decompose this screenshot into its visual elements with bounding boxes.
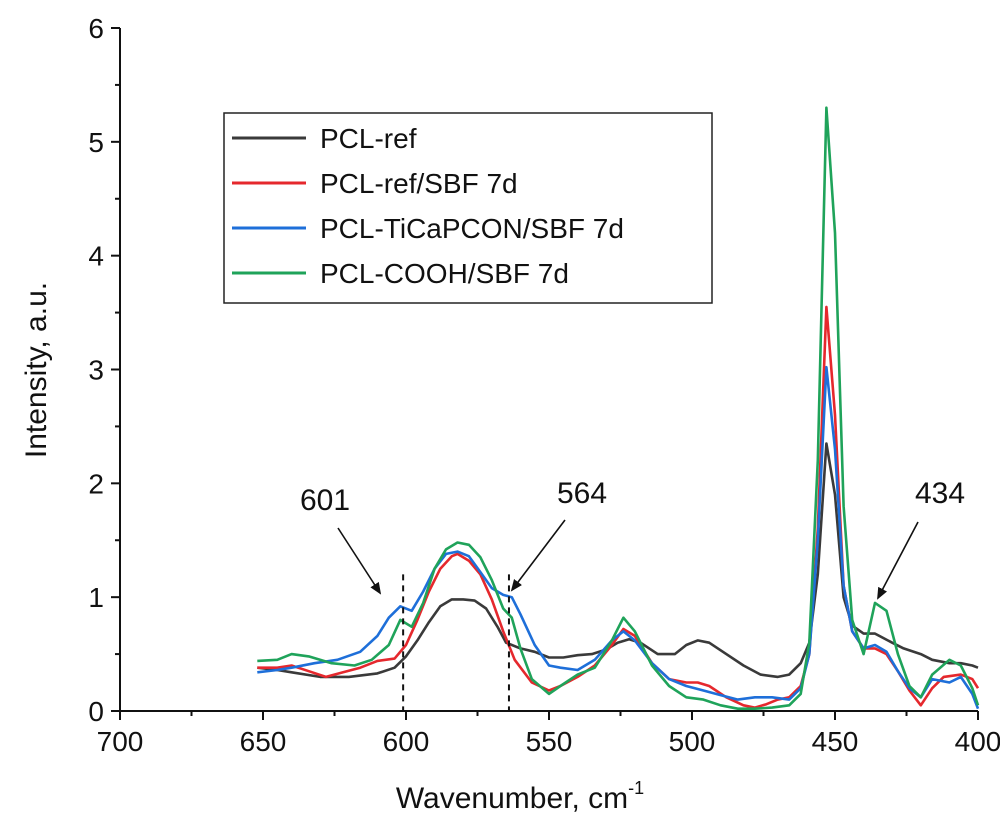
peak-arrow-434 (877, 521, 919, 600)
legend-label-4: PCL-COOH/SBF 7d (320, 258, 569, 289)
x-tick-label: 500 (669, 726, 716, 757)
x-tick-label: 650 (240, 726, 287, 757)
series-line-3 (257, 365, 980, 710)
y-tick-label: 6 (88, 13, 104, 44)
peak-arrow-601 (337, 527, 382, 595)
series-line-4 (257, 106, 980, 710)
x-tick-label: 700 (97, 726, 144, 757)
axes: 0 1 2 3 4 5 6 700 650 600 550 500 450 400 (88, 13, 1000, 757)
legend-box (223, 112, 713, 304)
y-axis-title: Intensity, a.u. (20, 282, 53, 458)
x-tick-label: 400 (955, 726, 1000, 757)
y-tick-label: 3 (88, 355, 104, 386)
x-axis-title: Wavenumber, cm-1 (396, 778, 644, 815)
peak-label-434: 434 (915, 477, 965, 510)
x-tick-label: 600 (383, 726, 430, 757)
series-layer (257, 106, 980, 710)
x-axis-title-main: Wavenumber, cm (396, 782, 628, 815)
x-tick-label: 450 (812, 726, 859, 757)
x-axis-title-superscript: -1 (628, 778, 644, 798)
y-tick-label: 1 (88, 582, 104, 613)
y-tick-label: 4 (88, 241, 104, 272)
annotations: 601 564 434 (300, 477, 965, 711)
legend: PCL-ref PCL-ref/SBF 7d PCL-TiCaPCON/SBF 7d… (223, 112, 713, 304)
legend-label-1: PCL-ref (320, 123, 417, 154)
peak-label-564: 564 (557, 477, 607, 510)
y-tick-label: 0 (88, 696, 104, 727)
peak-label-601: 601 (300, 484, 350, 517)
y-tick-label: 5 (88, 127, 104, 158)
y-tick-label: 2 (88, 468, 104, 499)
series-line-1 (257, 442, 979, 679)
peak-arrow-564 (510, 519, 566, 592)
legend-label-3: PCL-TiCaPCON/SBF 7d (320, 213, 624, 244)
x-tick-label: 550 (526, 726, 573, 757)
legend-label-2: PCL-ref/SBF 7d (320, 168, 518, 199)
